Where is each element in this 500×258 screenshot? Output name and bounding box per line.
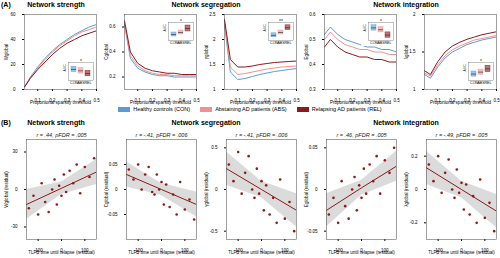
svg-text:Cglobal: Cglobal <box>104 44 109 59</box>
html-text:Network integration: Network integration <box>373 1 439 8</box>
svg-text:TLFB time until relapse (resid: TLFB time until relapse (residual) <box>128 250 195 255</box>
svg-text:1: 1 <box>413 87 416 92</box>
svg-text:r = -.41, pFDR = .006: r = -.41, pFDR = .006 <box>136 132 189 138</box>
svg-text:TLFB time until relapse (resid: TLFB time until relapse (residual) <box>328 250 395 255</box>
svg-text:0: 0 <box>415 187 418 192</box>
svg-text:r = .44, pFDR = .005: r = .44, pFDR = .005 <box>36 132 87 138</box>
svg-text:AUC: AUC <box>363 24 367 32</box>
svg-text:0.4: 0.4 <box>109 49 116 54</box>
html-text:Healthy controls (CON): Healthy controls (CON) <box>133 106 191 112</box>
svg-text:AUC: AUC <box>163 24 167 32</box>
html-text:(B): (B) <box>1 119 11 126</box>
svg-text:0.5: 0.5 <box>393 98 400 103</box>
svg-text:0.5: 0.5 <box>193 98 200 103</box>
svg-text:1.5: 1.5 <box>409 49 416 54</box>
svg-text:**: ** <box>279 18 283 24</box>
html-text:Relapsing AD patients (REL): Relapsing AD patients (REL) <box>311 106 382 112</box>
svg-text:*: * <box>80 58 82 64</box>
svg-text:0: 0 <box>215 187 218 192</box>
svg-text:20: 20 <box>10 62 16 67</box>
html-text:Network segregation: Network segregation <box>171 1 241 8</box>
html-text:Network segregation: Network segregation <box>171 119 241 126</box>
svg-text:Cglobal (residual): Cglobal (residual) <box>104 171 109 207</box>
svg-text:0.6: 0.6 <box>309 12 316 17</box>
svg-text:40: 40 <box>10 37 16 42</box>
svg-text:0: 0 <box>13 87 16 92</box>
svg-text:0.2: 0.2 <box>411 154 418 159</box>
svg-text:AUC: AUC <box>463 64 467 72</box>
svg-text:REL: REL <box>285 41 292 45</box>
html-text:CON ABS: CON ABS <box>270 41 285 45</box>
svg-text:TLFB time until relapse (resid: TLFB time until relapse (residual) <box>28 250 95 255</box>
svg-text:*: * <box>380 18 382 24</box>
svg-text:*: * <box>480 58 482 64</box>
svg-text:TLFB time until relapse (resid: TLFB time until relapse (residual) <box>228 250 295 255</box>
svg-text:0.2: 0.2 <box>109 74 116 79</box>
svg-text:Wglobal: Wglobal <box>4 44 9 60</box>
svg-text:Eglobal: Eglobal <box>304 44 309 59</box>
svg-text:2: 2 <box>413 12 416 17</box>
svg-text:REL: REL <box>185 41 192 45</box>
svg-text:60: 60 <box>10 12 16 17</box>
svg-text:Proportional sparsity threshol: Proportional sparsity threshold <box>130 100 191 105</box>
svg-text:0.5: 0.5 <box>93 98 100 103</box>
svg-text:0: 0 <box>315 187 318 192</box>
html-text:Network strength: Network strength <box>27 1 85 8</box>
svg-text:Eglobal (residual): Eglobal (residual) <box>304 171 309 207</box>
svg-text:γglobal: γglobal <box>204 45 209 59</box>
svg-text:1: 1 <box>213 87 216 92</box>
svg-text:*: * <box>180 18 182 24</box>
html-text:Abstaining AD patients (ABS): Abstaining AD patients (ABS) <box>215 106 287 112</box>
svg-text:Proportional sparsity threshol: Proportional sparsity threshold <box>430 100 491 105</box>
html-text:(A): (A) <box>1 1 11 8</box>
svg-text:2.5: 2.5 <box>209 12 216 17</box>
svg-text:Proportional sparsity threshol: Proportional sparsity threshold <box>230 100 291 105</box>
svg-text:-0.5: -0.5 <box>210 229 218 234</box>
html-text:Network integration: Network integration <box>373 119 439 126</box>
svg-text:0: 0 <box>15 187 18 192</box>
svg-text:0.6: 0.6 <box>109 24 116 29</box>
svg-text:0.4: 0.4 <box>309 62 316 67</box>
svg-text:0.05: 0.05 <box>109 162 118 167</box>
svg-text:30: 30 <box>12 149 18 154</box>
svg-text:-0.05: -0.05 <box>307 229 318 234</box>
svg-text:REL: REL <box>485 81 492 85</box>
svg-text:REL: REL <box>85 81 92 85</box>
svg-text:r = -.49, pFDR = .005: r = -.49, pFDR = .005 <box>436 132 489 138</box>
svg-text:-0.05: -0.05 <box>107 212 118 217</box>
html-text:CON ABS: CON ABS <box>170 41 185 45</box>
svg-text:0.5: 0.5 <box>493 98 500 103</box>
svg-text:0.05: 0.05 <box>309 145 318 150</box>
svg-text:λglobal: λglobal <box>404 45 409 59</box>
svg-text:Wglobal (residual): Wglobal (residual) <box>4 171 9 208</box>
html-text:CON ABS: CON ABS <box>70 81 85 85</box>
svg-text:-0.2: -0.2 <box>410 220 418 225</box>
svg-text:Proportional sparsity threshol: Proportional sparsity threshold <box>330 100 391 105</box>
svg-text:0: 0 <box>115 187 118 192</box>
svg-text:0.5: 0.5 <box>293 98 300 103</box>
svg-text:2: 2 <box>213 37 216 42</box>
html-text:Network strength: Network strength <box>27 119 85 126</box>
svg-text:0.3: 0.3 <box>309 87 316 92</box>
svg-text:0.5: 0.5 <box>309 37 316 42</box>
svg-text:λglobal (residual): λglobal (residual) <box>404 172 409 207</box>
svg-text:r = .46, pFDR = .005: r = .46, pFDR = .005 <box>336 132 387 138</box>
svg-text:REL: REL <box>385 41 392 45</box>
html-text:CON ABS: CON ABS <box>470 81 485 85</box>
svg-text:TLFB time until relapse (resid: TLFB time until relapse (residual) <box>428 250 495 255</box>
svg-text:Proportional sparsity threshol: Proportional sparsity threshold <box>30 100 91 105</box>
svg-text:0.5: 0.5 <box>211 145 218 150</box>
svg-text:1.5: 1.5 <box>209 62 216 67</box>
svg-text:γglobal (residual): γglobal (residual) <box>204 172 209 207</box>
svg-text:AUC: AUC <box>263 24 267 32</box>
html-text:CON ABS: CON ABS <box>370 41 385 45</box>
svg-text:r = -.41, pFDR = .006: r = -.41, pFDR = .006 <box>236 132 289 138</box>
svg-text:-30: -30 <box>11 224 18 229</box>
svg-text:AUC: AUC <box>63 64 67 72</box>
